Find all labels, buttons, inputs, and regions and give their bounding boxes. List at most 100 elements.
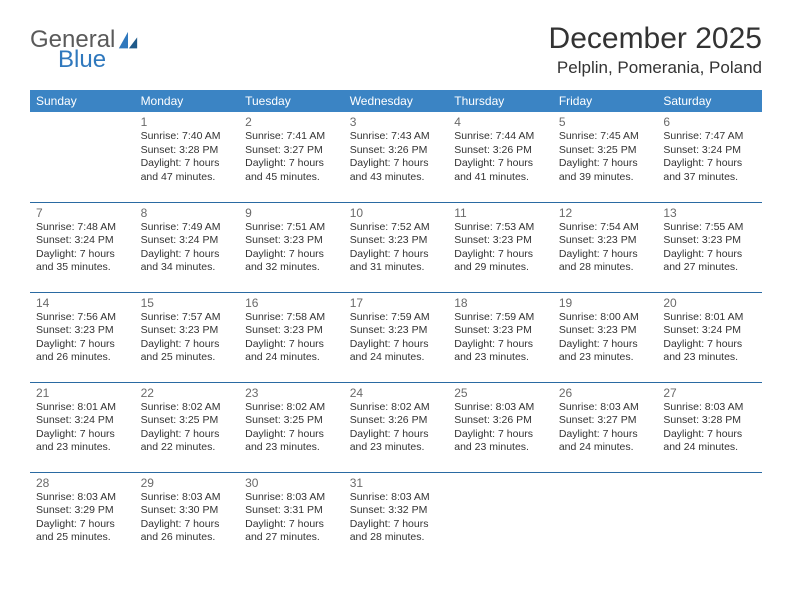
day-number: 30 (245, 476, 338, 490)
sunset-text: Sunset: 3:25 PM (141, 414, 234, 428)
day-info: Sunrise: 7:44 AMSunset: 3:26 PMDaylight:… (454, 130, 547, 185)
calendar-day-cell: 26Sunrise: 8:03 AMSunset: 3:27 PMDayligh… (553, 382, 658, 472)
day-info: Sunrise: 7:47 AMSunset: 3:24 PMDaylight:… (663, 130, 756, 185)
calendar-day-cell (448, 472, 553, 562)
day-number: 29 (141, 476, 234, 490)
weekday-header: Monday (135, 90, 240, 112)
daylight-text: Daylight: 7 hours and 47 minutes. (141, 157, 234, 184)
daylight-text: Daylight: 7 hours and 45 minutes. (245, 157, 338, 184)
day-number: 11 (454, 206, 547, 220)
day-info: Sunrise: 7:48 AMSunset: 3:24 PMDaylight:… (36, 221, 129, 276)
title-block: December 2025 Pelplin, Pomerania, Poland (549, 22, 762, 78)
calendar-day-cell: 14Sunrise: 7:56 AMSunset: 3:23 PMDayligh… (30, 292, 135, 382)
sunrise-text: Sunrise: 8:00 AM (559, 311, 652, 325)
daylight-text: Daylight: 7 hours and 23 minutes. (663, 338, 756, 365)
calendar-day-cell: 22Sunrise: 8:02 AMSunset: 3:25 PMDayligh… (135, 382, 240, 472)
sunset-text: Sunset: 3:26 PM (454, 144, 547, 158)
calendar-day-cell: 23Sunrise: 8:02 AMSunset: 3:25 PMDayligh… (239, 382, 344, 472)
day-info: Sunrise: 8:03 AMSunset: 3:32 PMDaylight:… (350, 491, 443, 546)
day-info: Sunrise: 8:00 AMSunset: 3:23 PMDaylight:… (559, 311, 652, 366)
sunset-text: Sunset: 3:24 PM (36, 234, 129, 248)
calendar-day-cell: 20Sunrise: 8:01 AMSunset: 3:24 PMDayligh… (657, 292, 762, 382)
calendar-day-cell: 3Sunrise: 7:43 AMSunset: 3:26 PMDaylight… (344, 112, 449, 202)
calendar-day-cell: 16Sunrise: 7:58 AMSunset: 3:23 PMDayligh… (239, 292, 344, 382)
sunrise-text: Sunrise: 8:02 AM (245, 401, 338, 415)
sunrise-text: Sunrise: 7:56 AM (36, 311, 129, 325)
calendar-day-cell: 12Sunrise: 7:54 AMSunset: 3:23 PMDayligh… (553, 202, 658, 292)
weekday-header: Tuesday (239, 90, 344, 112)
sunset-text: Sunset: 3:24 PM (663, 324, 756, 338)
day-number: 15 (141, 296, 234, 310)
day-info: Sunrise: 7:41 AMSunset: 3:27 PMDaylight:… (245, 130, 338, 185)
day-number: 16 (245, 296, 338, 310)
sunrise-text: Sunrise: 7:48 AM (36, 221, 129, 235)
daylight-text: Daylight: 7 hours and 39 minutes. (559, 157, 652, 184)
sunrise-text: Sunrise: 8:03 AM (350, 491, 443, 505)
day-number: 23 (245, 386, 338, 400)
daylight-text: Daylight: 7 hours and 34 minutes. (141, 248, 234, 275)
daylight-text: Daylight: 7 hours and 23 minutes. (454, 428, 547, 455)
day-info: Sunrise: 7:55 AMSunset: 3:23 PMDaylight:… (663, 221, 756, 276)
day-number: 8 (141, 206, 234, 220)
calendar-day-cell: 6Sunrise: 7:47 AMSunset: 3:24 PMDaylight… (657, 112, 762, 202)
day-info: Sunrise: 7:52 AMSunset: 3:23 PMDaylight:… (350, 221, 443, 276)
weekday-header: Friday (553, 90, 658, 112)
sunrise-text: Sunrise: 7:47 AM (663, 130, 756, 144)
calendar-day-cell: 11Sunrise: 7:53 AMSunset: 3:23 PMDayligh… (448, 202, 553, 292)
daylight-text: Daylight: 7 hours and 23 minutes. (559, 338, 652, 365)
calendar-day-cell: 13Sunrise: 7:55 AMSunset: 3:23 PMDayligh… (657, 202, 762, 292)
sunset-text: Sunset: 3:24 PM (36, 414, 129, 428)
sunrise-text: Sunrise: 7:43 AM (350, 130, 443, 144)
daylight-text: Daylight: 7 hours and 28 minutes. (350, 518, 443, 545)
day-info: Sunrise: 8:03 AMSunset: 3:27 PMDaylight:… (559, 401, 652, 456)
daylight-text: Daylight: 7 hours and 24 minutes. (350, 338, 443, 365)
daylight-text: Daylight: 7 hours and 23 minutes. (454, 338, 547, 365)
day-number: 13 (663, 206, 756, 220)
day-number: 1 (141, 115, 234, 129)
daylight-text: Daylight: 7 hours and 27 minutes. (245, 518, 338, 545)
daylight-text: Daylight: 7 hours and 31 minutes. (350, 248, 443, 275)
day-number: 12 (559, 206, 652, 220)
calendar-day-cell: 30Sunrise: 8:03 AMSunset: 3:31 PMDayligh… (239, 472, 344, 562)
calendar-body: 1Sunrise: 7:40 AM Sunset: 3:28 PM Daylight… (30, 112, 762, 562)
day-info: Sunrise: 7:59 AMSunset: 3:23 PMDaylight:… (350, 311, 443, 366)
sunrise-text: Sunrise: 7:41 AM (245, 130, 338, 144)
day-info: Sunrise: 8:03 AMSunset: 3:28 PMDaylight:… (663, 401, 756, 456)
sunset-text: Sunset: 3:27 PM (559, 414, 652, 428)
calendar-day-cell (553, 472, 658, 562)
day-number: 7 (36, 206, 129, 220)
daylight-text: Daylight: 7 hours and 23 minutes. (36, 428, 129, 455)
calendar-week-row: 28Sunrise: 8:03 AMSunset: 3:29 PMDayligh… (30, 472, 762, 562)
calendar-day-cell (657, 472, 762, 562)
daylight-text: Daylight: 7 hours and 29 minutes. (454, 248, 547, 275)
daylight-text: Daylight: 7 hours and 43 minutes. (350, 157, 443, 184)
sunrise-text: Sunrise: 8:01 AM (663, 311, 756, 325)
daylight-text: Daylight: 7 hours and 24 minutes. (245, 338, 338, 365)
day-info: Sunrise: 7:56 AMSunset: 3:23 PMDaylight:… (36, 311, 129, 366)
calendar-day-cell: 18Sunrise: 7:59 AMSunset: 3:23 PMDayligh… (448, 292, 553, 382)
calendar-day-cell: 27Sunrise: 8:03 AMSunset: 3:28 PMDayligh… (657, 382, 762, 472)
day-info: Sunrise: 7:51 AMSunset: 3:23 PMDaylight:… (245, 221, 338, 276)
day-info: Sunrise: 7:45 AMSunset: 3:25 PMDaylight:… (559, 130, 652, 185)
calendar-day-cell: 10Sunrise: 7:52 AMSunset: 3:23 PMDayligh… (344, 202, 449, 292)
day-number: 22 (141, 386, 234, 400)
day-number: 4 (454, 115, 547, 129)
daylight-text: Daylight: 7 hours and 41 minutes. (454, 157, 547, 184)
daylight-text: Daylight: 7 hours and 35 minutes. (36, 248, 129, 275)
sunset-text: Sunset: 3:28 PM (663, 414, 756, 428)
day-number: 17 (350, 296, 443, 310)
day-number: 27 (663, 386, 756, 400)
day-info: Sunrise: 8:01 AMSunset: 3:24 PMDaylight:… (36, 401, 129, 456)
sunset-text: Sunset: 3:23 PM (663, 234, 756, 248)
sunset-text: Sunset: 3:23 PM (245, 234, 338, 248)
sunset-text: Sunset: 3:29 PM (36, 504, 129, 518)
sunrise-text: Sunrise: 7:40 AM (141, 130, 234, 144)
day-info: Sunrise: 8:02 AMSunset: 3:25 PMDaylight:… (141, 401, 234, 456)
daylight-text: Daylight: 7 hours and 25 minutes. (36, 518, 129, 545)
day-number: 20 (663, 296, 756, 310)
sunset-text: Sunset: 3:25 PM (245, 414, 338, 428)
month-title: December 2025 (549, 22, 762, 56)
day-info: Sunrise: 7:57 AMSunset: 3:23 PMDaylight:… (141, 311, 234, 366)
calendar-day-cell: 29Sunrise: 8:03 AMSunset: 3:30 PMDayligh… (135, 472, 240, 562)
calendar-day-cell: 5Sunrise: 7:45 AMSunset: 3:25 PMDaylight… (553, 112, 658, 202)
